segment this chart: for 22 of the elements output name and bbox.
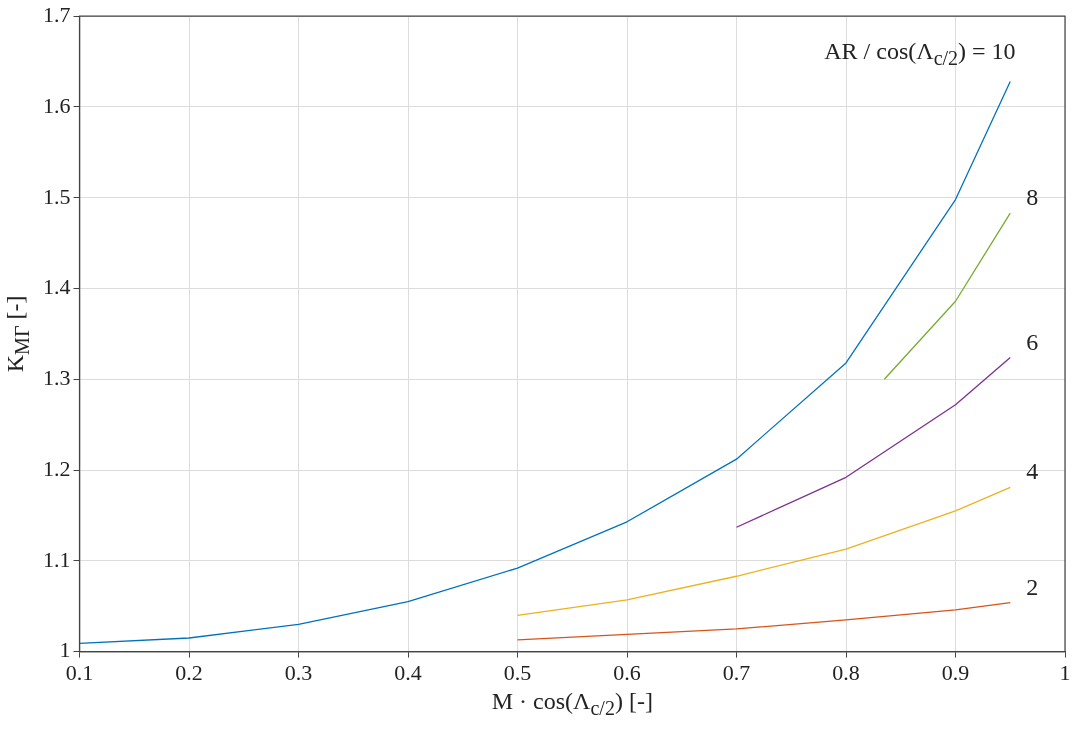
y-tick-label: 1.4 [43, 274, 71, 300]
series-label: 6 [1026, 328, 1039, 356]
series-label: AR / cos(Λ$_{c/2}$) = 10 [824, 37, 1016, 70]
x-tick-label: 0.5 [503, 659, 532, 685]
y-tick-label: 1.6 [43, 92, 71, 118]
x-tick-label: 0.2 [175, 659, 203, 685]
x-tick-label: 0.8 [832, 659, 860, 685]
y-tick-label: 1.1 [43, 546, 71, 572]
x-tick-label: 0.9 [941, 659, 970, 685]
series-label: 2 [1026, 573, 1039, 601]
x-tick-label: 0.7 [722, 659, 751, 685]
series-label: 4 [1026, 458, 1039, 486]
y-tick-label: 1.2 [43, 455, 71, 481]
series-label: 8 [1026, 184, 1039, 212]
x-tick-label: 0.3 [284, 659, 313, 685]
y-tick-label: 1.5 [43, 183, 71, 209]
y-tick-label: 1.3 [43, 365, 71, 391]
x-axis-title: M · cos(Λ$_{c/2}$) [-] [491, 687, 653, 720]
x-tick-label: 0.4 [394, 659, 422, 685]
x-tick-label: 0.6 [613, 659, 641, 685]
x-tick-label: 1 [1059, 659, 1071, 685]
y-tick-label: 1.7 [43, 1, 71, 27]
